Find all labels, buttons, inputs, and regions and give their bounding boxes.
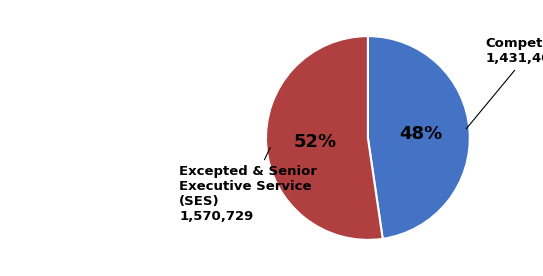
Text: 52%: 52% bbox=[293, 133, 337, 151]
Text: Excepted & Senior
Executive Service
(SES)
1,570,729: Excepted & Senior Executive Service (SES… bbox=[179, 148, 317, 223]
Text: 48%: 48% bbox=[399, 125, 443, 143]
Wedge shape bbox=[368, 36, 470, 239]
Wedge shape bbox=[266, 36, 383, 240]
Text: Competitive
1,431,405: Competitive 1,431,405 bbox=[466, 37, 543, 129]
